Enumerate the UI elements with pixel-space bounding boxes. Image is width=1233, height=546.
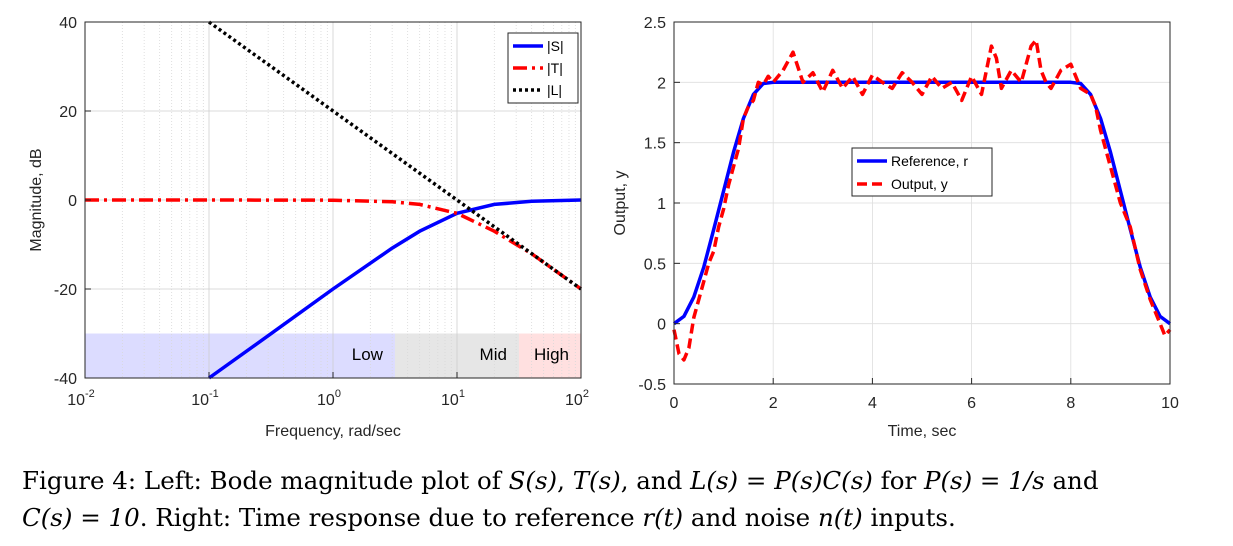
caption-math-L: L(s) = P(s)C(s): [690, 466, 873, 495]
caption-text: , and: [620, 466, 691, 495]
band-high: [518, 333, 581, 378]
band-label-mid: Mid: [480, 345, 507, 364]
y-tick-label: 0: [68, 193, 77, 210]
x-tick-label: 10-1: [191, 388, 219, 409]
caption-text: . Right: Time response due to reference: [139, 503, 643, 532]
y-tick-label: 2.5: [644, 15, 666, 32]
y-tick-label: 0: [657, 317, 666, 334]
caption-math-P: P(s) = 1/s: [923, 466, 1045, 495]
x-tick-label: 0: [670, 395, 679, 412]
figure-caption: Figure 4: Left: Bode magnitude plot of S…: [22, 462, 1222, 536]
legend-label: |T|: [547, 60, 563, 76]
x-tick-label: 4: [868, 395, 877, 412]
x-tick-label: 10-2: [67, 388, 95, 409]
caption-math-T: T(s): [572, 466, 621, 495]
left-bode-plot: Low Mid High 10-2 10-1 100 101 102 40 20 0 -20 -40 Fr…: [28, 15, 589, 440]
x-tick-label: 102: [565, 388, 589, 409]
caption-math-r: r(t): [642, 503, 684, 532]
caption-text: for: [872, 466, 924, 495]
x-axis-label: Time, sec: [888, 423, 957, 440]
y-tick-label: 1.5: [644, 136, 666, 153]
caption-text: ,: [557, 466, 573, 495]
legend-label: Reference, r: [891, 153, 968, 169]
y-tick-label: 0.5: [644, 256, 666, 273]
legend-label: |S|: [547, 38, 564, 54]
x-tick-label: 10: [1161, 395, 1179, 412]
y-axis-label: Output, y: [612, 171, 629, 236]
series-line: [207, 20, 583, 291]
caption-text: inputs.: [862, 503, 956, 532]
series-line: [672, 38, 1172, 362]
band-label-high: High: [534, 345, 569, 364]
caption-text: Figure 4: Left: Bode magnitude plot of: [22, 466, 509, 495]
legend-label: Output, y: [891, 176, 948, 192]
caption-math-S: S(s): [508, 466, 558, 495]
y-tick-label: 1: [657, 196, 666, 213]
y-tick-label: -0.5: [638, 377, 666, 394]
x-tick-label: 101: [441, 388, 465, 409]
y-tick-label: 40: [59, 15, 77, 32]
series-line: [207, 198, 582, 380]
caption-line-2: C(s) = 10. Right: Time response due to r…: [22, 499, 1222, 536]
caption-line-1: Figure 4: Left: Bode magnitude plot of S…: [22, 462, 1222, 499]
band-label-low: Low: [352, 345, 384, 364]
caption-math-C: C(s) = 10: [22, 503, 140, 532]
legend-box: [851, 147, 993, 197]
y-tick-label: -40: [54, 371, 77, 388]
x-tick-label: 100: [317, 388, 341, 409]
y-tick-label: -20: [54, 282, 77, 299]
y-tick-label: 20: [59, 104, 77, 121]
x-tick-label: 2: [769, 395, 778, 412]
caption-text: and: [1044, 466, 1099, 495]
y-tick-label: 2: [657, 75, 666, 92]
x-axis-label: Frequency, rad/sec: [265, 423, 401, 440]
x-tick-label: 6: [967, 395, 976, 412]
caption-text: and noise: [683, 503, 818, 532]
caption-math-n: n(t): [817, 503, 863, 532]
legend-label: |L|: [547, 82, 562, 98]
y-axis-label: Magnitude, dB: [28, 148, 45, 251]
series-line: [85, 198, 583, 291]
x-tick-label: 8: [1066, 395, 1075, 412]
